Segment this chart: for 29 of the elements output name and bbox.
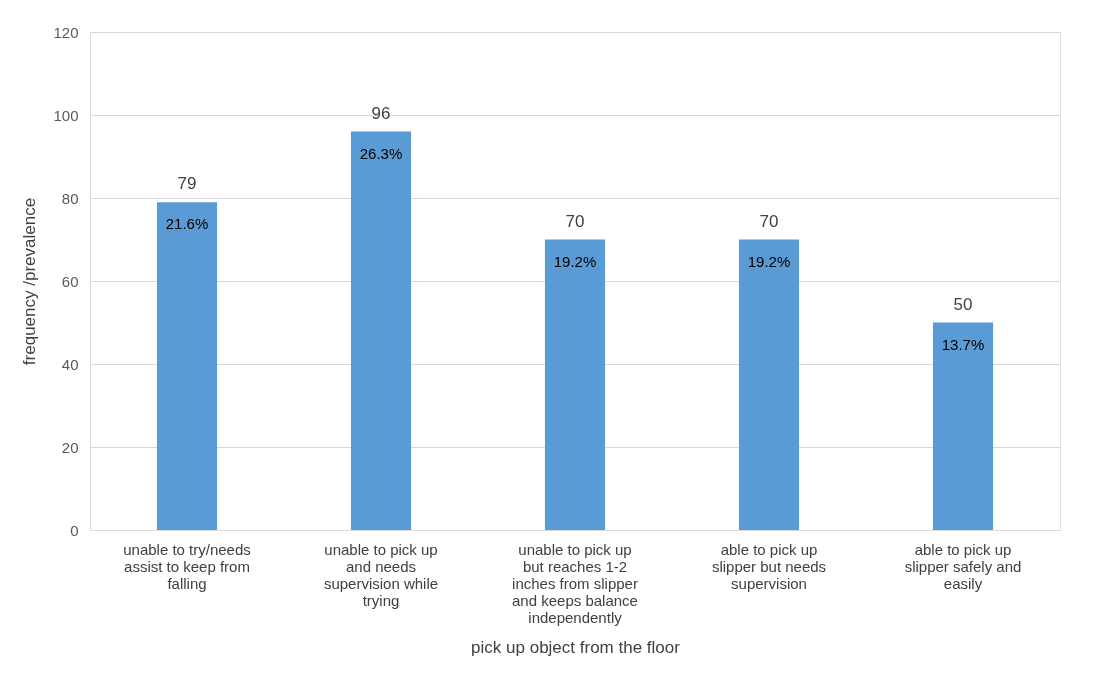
x-tick-label: unable to try/needs assist to keep from falling xyxy=(123,540,251,592)
x-tick-label: unable to pick up and needs supervision while trying xyxy=(323,540,439,609)
x-axis-title: pick up object from the floor xyxy=(471,637,681,657)
annotation: 26.3% xyxy=(359,144,403,162)
data-label: 96 xyxy=(371,103,391,123)
x-tick-label: able to pick up slipper safely and easily xyxy=(904,540,1022,592)
bar xyxy=(738,239,800,530)
x-tick-label: unable to pick up but reaches 1-2 inches from slipper and keeps balance independently xyxy=(512,540,638,626)
bar xyxy=(350,131,412,530)
y-tick-label: 40 xyxy=(61,355,79,373)
annotation: 19.2% xyxy=(747,252,791,270)
x-tick-label: able to pick up slipper but needs supervision xyxy=(711,540,827,592)
y-tick-label: 20 xyxy=(61,438,79,456)
data-label: 79 xyxy=(177,174,197,194)
data-label: 50 xyxy=(953,294,973,314)
y-tick-label: 100 xyxy=(53,106,79,124)
annotation: 21.6% xyxy=(165,215,209,233)
bar xyxy=(932,322,994,530)
bar xyxy=(544,239,606,530)
annotation: 13.7% xyxy=(941,335,985,353)
y-tick-label: 120 xyxy=(53,23,79,41)
annotation: 19.2% xyxy=(553,252,597,270)
y-tick-label: 0 xyxy=(70,521,79,539)
data-label: 70 xyxy=(565,211,585,231)
y-tick-label: 80 xyxy=(61,189,79,207)
bar xyxy=(156,202,218,530)
data-label: 70 xyxy=(759,211,779,231)
y-tick-label: 60 xyxy=(61,272,79,290)
y-axis-title: frequency /prevalence xyxy=(20,197,40,366)
